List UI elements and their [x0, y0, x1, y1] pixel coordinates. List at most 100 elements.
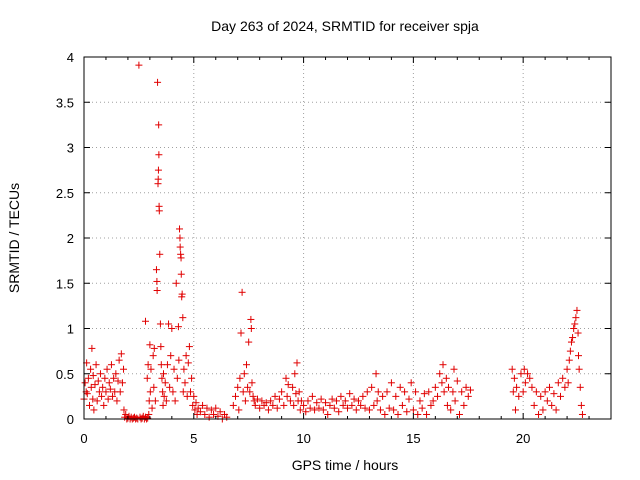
- data-point: [110, 374, 118, 382]
- y-tick-label: 1.5: [56, 276, 74, 291]
- data-point: [199, 401, 207, 409]
- data-point: [515, 392, 523, 400]
- data-point: [548, 401, 556, 409]
- data-point: [103, 365, 111, 373]
- data-point: [247, 325, 255, 332]
- data-point: [94, 377, 102, 385]
- data-point: [324, 410, 332, 418]
- data-point: [372, 370, 380, 378]
- data-point: [346, 390, 354, 398]
- data-point: [159, 401, 167, 409]
- data-point: [524, 370, 532, 378]
- data-point: [149, 352, 157, 360]
- data-point: [308, 392, 316, 400]
- data-point: [466, 386, 474, 394]
- data-point: [95, 388, 103, 396]
- data-point: [425, 388, 433, 396]
- data-point: [154, 175, 162, 183]
- data-point: [333, 397, 341, 405]
- data-point: [510, 374, 518, 382]
- data-point: [564, 379, 572, 387]
- data-point: [350, 395, 358, 403]
- data-point: [396, 383, 404, 391]
- data-point: [429, 397, 437, 405]
- data-point: [578, 410, 586, 418]
- data-point: [148, 404, 156, 412]
- data-point: [556, 392, 564, 400]
- data-point: [550, 390, 558, 398]
- data-point: [90, 406, 98, 414]
- data-point: [278, 388, 286, 396]
- data-point: [577, 401, 585, 409]
- data-point: [176, 234, 184, 242]
- data-point: [174, 323, 182, 331]
- x-tick-label: 10: [296, 431, 310, 446]
- data-point: [84, 374, 92, 382]
- data-point: [273, 404, 281, 412]
- grid-layer: [84, 57, 611, 419]
- data-point: [83, 390, 91, 398]
- y-tick-label: 3.5: [56, 95, 74, 110]
- data-point: [535, 410, 543, 418]
- data-point: [172, 279, 180, 287]
- data-point: [566, 347, 574, 355]
- data-point: [241, 397, 249, 405]
- data-point: [532, 388, 540, 396]
- data-point: [262, 399, 270, 407]
- x-axis-label: GPS time / hours: [292, 457, 399, 473]
- data-point: [365, 406, 373, 414]
- data-point: [210, 410, 218, 418]
- data-point: [392, 392, 400, 400]
- data-point: [443, 401, 451, 409]
- data-point: [155, 121, 163, 129]
- data-point: [451, 397, 459, 405]
- data-point: [234, 383, 242, 391]
- data-point: [530, 401, 538, 409]
- data-point: [434, 392, 442, 400]
- data-point: [147, 365, 155, 373]
- data-point: [240, 370, 248, 378]
- data-point: [379, 392, 387, 400]
- data-point: [464, 392, 472, 400]
- data-point: [420, 390, 428, 398]
- data-point: [546, 383, 554, 391]
- data-point: [96, 370, 104, 378]
- data-point: [541, 388, 549, 396]
- data-point: [154, 78, 162, 86]
- data-point: [229, 401, 237, 409]
- data-point: [271, 392, 279, 400]
- data-point: [154, 166, 162, 174]
- data-point: [106, 385, 114, 393]
- data-point: [438, 379, 446, 387]
- data-point: [521, 379, 529, 387]
- data-point: [374, 388, 382, 396]
- data-point: [236, 374, 244, 382]
- x-tick-label: 15: [406, 431, 420, 446]
- data-point: [317, 395, 325, 403]
- data-point: [341, 397, 349, 405]
- data-point: [152, 266, 160, 274]
- data-point: [563, 365, 571, 373]
- data-point: [107, 361, 115, 369]
- data-point: [246, 388, 254, 396]
- data-point: [290, 401, 298, 409]
- data-point: [313, 399, 321, 407]
- data-point: [565, 356, 573, 364]
- data-point: [248, 379, 256, 387]
- data-point: [574, 329, 582, 337]
- data-point: [153, 277, 161, 285]
- data-point: [245, 338, 253, 346]
- data-point: [381, 410, 389, 418]
- data-point: [439, 361, 447, 369]
- data-point: [447, 406, 455, 414]
- data-point: [519, 388, 527, 396]
- data-point: [326, 401, 334, 409]
- data-point: [311, 406, 319, 414]
- data-point: [232, 392, 240, 400]
- data-point: [112, 370, 120, 378]
- data-point: [373, 397, 381, 405]
- data-point: [405, 395, 413, 403]
- data-point: [368, 383, 376, 391]
- data-point: [449, 388, 457, 396]
- data-point: [99, 383, 107, 391]
